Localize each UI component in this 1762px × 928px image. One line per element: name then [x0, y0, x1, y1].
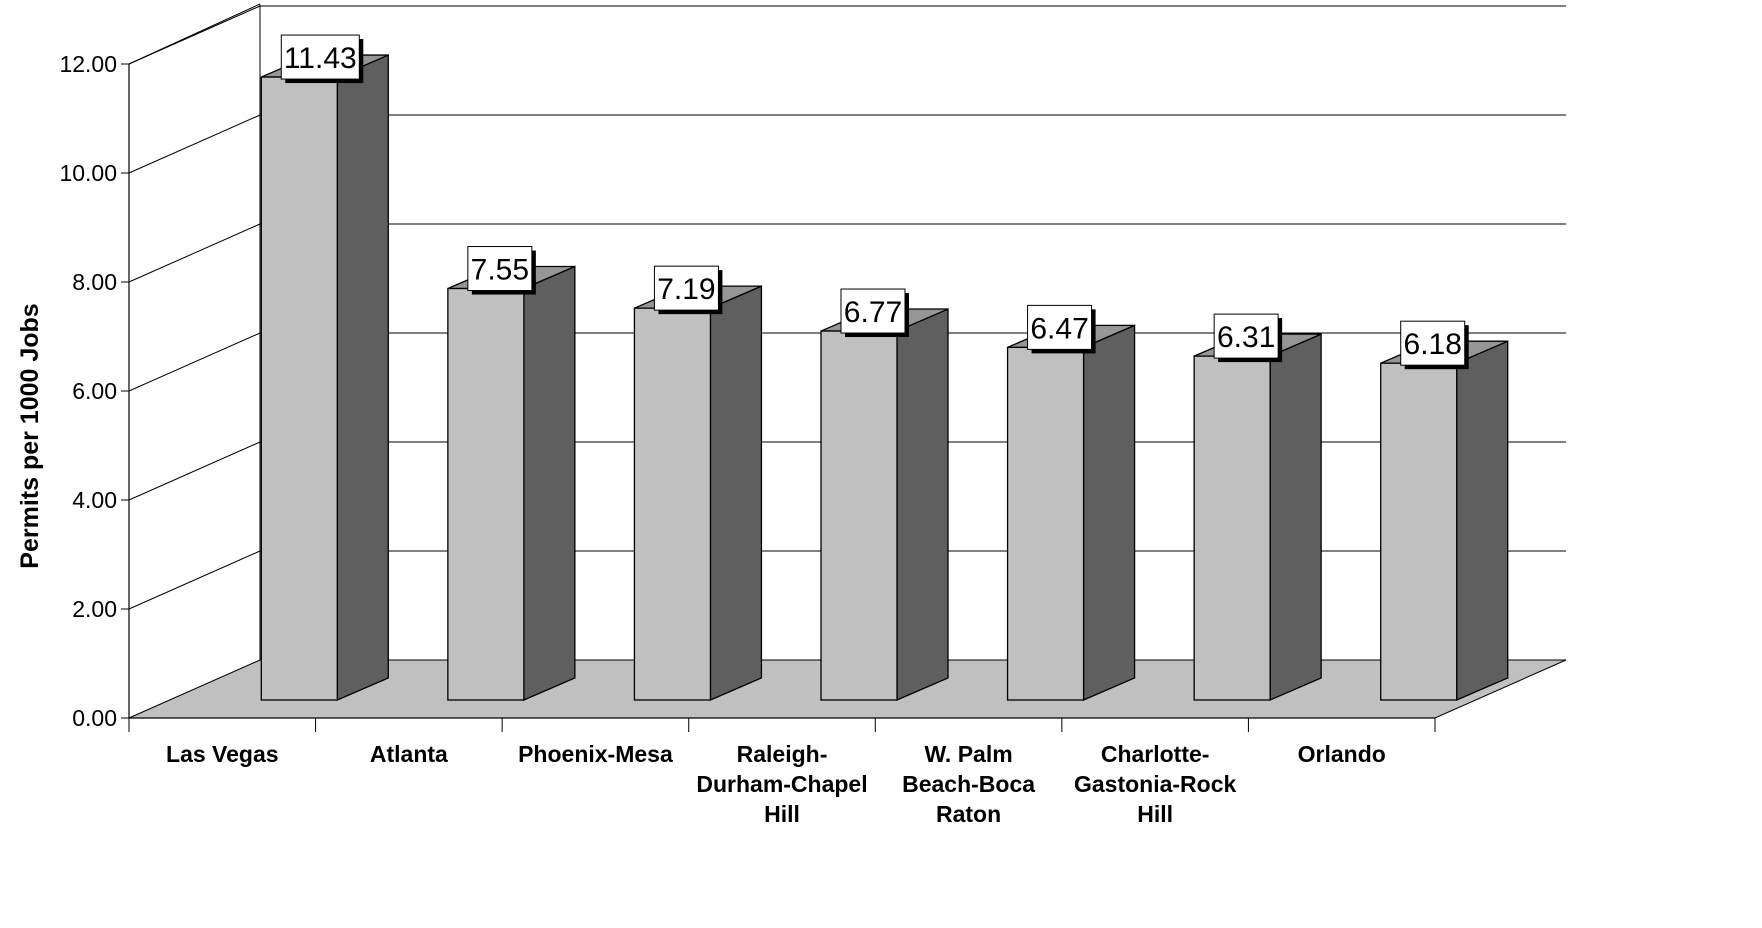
y-tick-label: 8.00 — [72, 269, 117, 295]
x-tick-label: Phoenix-Mesa — [518, 741, 673, 767]
gridline-diagonal — [128, 114, 261, 174]
bar — [1006, 346, 1085, 701]
bar-side — [896, 308, 949, 701]
bar-side — [523, 265, 576, 701]
data-label-box — [1400, 320, 1466, 366]
x-tick-label: Raleigh- Durham-Chapel Hill — [696, 741, 867, 827]
data-label-box — [840, 288, 906, 334]
data-label: 6.31 — [1217, 321, 1275, 354]
x-tick-label: Atlanta — [370, 741, 448, 767]
y-tick-label: 6.00 — [72, 378, 117, 404]
x-tick-label: W. Palm Beach-Boca Raton — [902, 741, 1035, 827]
data-label: 11.43 — [284, 42, 357, 75]
x-tick-label-line: Raleigh- — [737, 741, 828, 767]
data-label: 7.19 — [657, 273, 715, 306]
y-axis-title: Permits per 1000 Jobs — [16, 303, 44, 568]
x-tick-label-line: Phoenix-Mesa — [518, 741, 673, 767]
x-tick-label-line: Las Vegas — [166, 741, 279, 767]
bar — [1380, 362, 1458, 701]
data-labels: 11.43 7.55 7.19 6.77 6.47 6.31 6.18 — [280, 34, 1469, 370]
bar-side — [336, 54, 389, 701]
gridline-diagonal — [128, 5, 261, 65]
y-tick-label: 0.00 — [72, 705, 117, 731]
gridline-diagonal — [128, 441, 261, 501]
x-tick-label-line: Gastonia-Rock — [1074, 771, 1237, 797]
y-tick-label: 10.00 — [59, 160, 117, 186]
data-label-box — [1027, 304, 1093, 350]
data-label: 6.47 — [1030, 312, 1088, 345]
x-tick-label-line: Orlando — [1298, 741, 1386, 767]
x-tick-label-line: Atlanta — [370, 741, 448, 767]
x-tick-label: Orlando — [1298, 741, 1386, 767]
gridline-diagonal — [128, 223, 261, 283]
x-tick-label-line: Beach-Boca — [902, 771, 1035, 797]
bar — [820, 330, 898, 701]
bars — [260, 54, 1509, 701]
y-tick-label: 2.00 — [72, 596, 117, 622]
x-tick-label: Las Vegas — [166, 741, 279, 767]
bar — [1193, 355, 1271, 701]
bar-side — [709, 285, 763, 701]
gridline-diagonal — [128, 332, 261, 392]
x-tick-label-line: Hill — [764, 801, 800, 827]
x-tick-label: Charlotte- Gastonia-Rock Hill — [1074, 741, 1237, 827]
x-tick-label-line: Raton — [936, 801, 1001, 827]
data-label: 6.77 — [844, 296, 902, 329]
x-tick-label-line: Charlotte- — [1101, 741, 1210, 767]
bar — [447, 287, 525, 701]
bar — [260, 76, 338, 701]
y-tick-label: 4.00 — [72, 487, 117, 513]
data-label-box — [467, 246, 533, 292]
gridline-diagonal — [128, 550, 261, 610]
y-tick-label: 12.00 — [59, 51, 117, 77]
x-tick-label-line: Durham-Chapel — [696, 771, 867, 797]
data-label: 7.55 — [471, 254, 529, 287]
side-wall-edge — [128, 3, 261, 660]
data-label-box — [280, 34, 360, 80]
bar-side — [1269, 333, 1322, 701]
bar-side — [1082, 324, 1136, 701]
bar-side — [1456, 340, 1509, 701]
axes: 0.00 2.00 4.00 6.00 8.00 10.00 12.00 Las Vegas A… — [59, 51, 1436, 827]
data-label-box — [1213, 313, 1279, 359]
bar — [633, 307, 712, 701]
data-label: 6.18 — [1404, 328, 1462, 361]
x-tick-label-line: W. Palm — [924, 741, 1012, 767]
data-label-box — [653, 265, 719, 311]
x-tick-label-line: Hill — [1137, 801, 1173, 827]
